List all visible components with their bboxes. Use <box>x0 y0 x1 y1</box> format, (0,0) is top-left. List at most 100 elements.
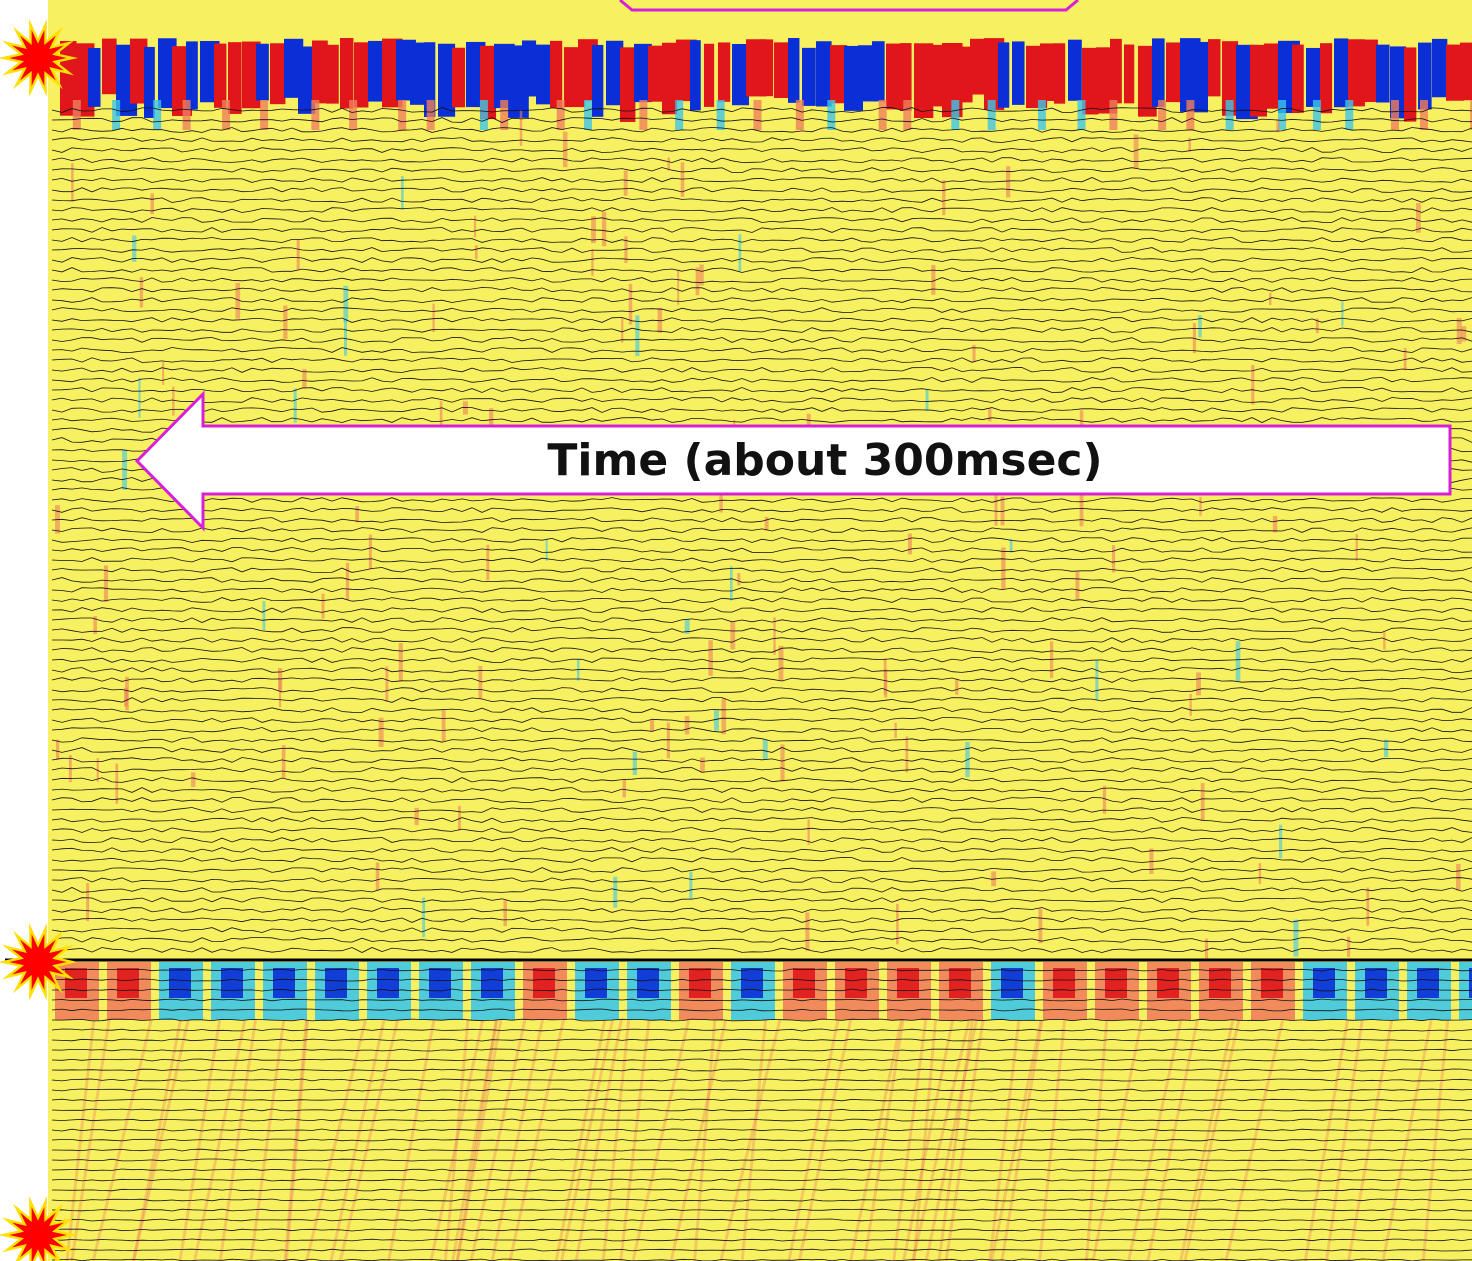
event-streak <box>680 162 685 197</box>
event-streak <box>942 180 946 216</box>
event-blob <box>65 968 87 998</box>
trace-line <box>51 657 1472 663</box>
event-streak <box>635 315 640 357</box>
event-streak <box>1079 489 1084 527</box>
trace-line <box>52 988 1472 992</box>
event-streak <box>1198 315 1202 338</box>
trace-line <box>51 1258 1472 1261</box>
trace-line <box>51 1178 1472 1182</box>
event-streak <box>1075 571 1080 600</box>
trace-line <box>51 747 1472 753</box>
trace-line <box>51 717 1472 723</box>
event-blob <box>312 40 328 104</box>
event-streak <box>124 687 128 707</box>
event-streak <box>624 236 628 264</box>
event-blob <box>1313 968 1335 998</box>
event-blob <box>585 968 607 998</box>
event-blob <box>533 968 555 998</box>
trace-line <box>51 927 1472 933</box>
event-blob <box>704 43 715 107</box>
event-blob <box>1320 43 1333 114</box>
trace-line <box>51 327 1472 333</box>
event-streak <box>235 282 241 319</box>
event-blob <box>426 100 435 130</box>
trace-line <box>51 1078 1472 1082</box>
event-blob <box>256 43 269 101</box>
event-streak <box>805 912 810 951</box>
event-blob <box>675 100 684 130</box>
event-blob <box>1012 41 1025 105</box>
event-blob <box>1432 38 1448 98</box>
event-streak <box>994 485 998 526</box>
event-blob <box>429 968 451 998</box>
trace-line <box>51 387 1472 393</box>
event-blob <box>550 40 563 108</box>
event-blob <box>500 100 509 130</box>
starburst-inner <box>9 933 67 991</box>
event-blob <box>1077 100 1086 130</box>
event-blob <box>481 968 503 998</box>
trace-line <box>51 157 1472 163</box>
event-streak <box>708 640 713 676</box>
event-blob <box>102 38 117 95</box>
trace-line <box>51 137 1472 143</box>
event-blob <box>182 100 191 130</box>
event-blob <box>1460 42 1472 101</box>
trace-line <box>51 1088 1472 1092</box>
event-streak <box>778 645 784 681</box>
event-streak <box>1341 301 1344 327</box>
event-streak <box>764 516 769 531</box>
trace-line <box>51 887 1472 893</box>
trace-line <box>51 1248 1472 1252</box>
event-blob <box>144 46 155 118</box>
event-streak <box>378 717 384 747</box>
left-arrow-icon <box>134 390 1452 532</box>
trace-line <box>51 777 1472 783</box>
event-streak <box>1006 166 1011 198</box>
event-streak <box>283 305 288 340</box>
event-streak <box>667 157 670 171</box>
event-blob <box>1278 100 1287 130</box>
trace-line <box>51 517 1472 523</box>
event-blob <box>583 100 592 130</box>
event-blob <box>689 968 711 998</box>
event-streak <box>1279 824 1283 859</box>
event-blob <box>1376 44 1390 103</box>
top-strong-event-band <box>60 38 1472 130</box>
event-streak <box>432 303 435 332</box>
event-blob <box>1250 44 1267 117</box>
event-streak <box>721 698 727 735</box>
event-blob <box>1037 100 1046 130</box>
trace-line <box>51 1028 1472 1032</box>
event-blob <box>1068 39 1082 101</box>
trace-line <box>51 1138 1472 1142</box>
event-streak <box>1095 660 1099 700</box>
trace-line <box>51 1038 1472 1042</box>
trace-line <box>51 707 1472 713</box>
trace-line <box>51 647 1472 653</box>
event-blob <box>340 38 354 109</box>
event-blob <box>690 40 701 111</box>
event-streak <box>773 617 776 655</box>
event-streak <box>622 778 627 798</box>
event-blob <box>592 44 604 117</box>
event-blob <box>169 968 191 998</box>
trace-line <box>51 527 1472 533</box>
event-streak <box>1149 848 1154 874</box>
trace-line <box>51 317 1472 323</box>
trace-line <box>51 1228 1472 1232</box>
event-streak <box>191 772 196 787</box>
event-blob <box>242 41 261 109</box>
trace-line <box>51 627 1472 633</box>
event-streak <box>478 665 483 699</box>
event-streak <box>545 538 548 561</box>
event-streak <box>414 807 419 826</box>
trace-line <box>51 577 1472 583</box>
event-blob <box>325 968 347 998</box>
event-streak <box>907 533 912 555</box>
event-blob <box>949 968 971 998</box>
trace-line <box>51 547 1472 553</box>
event-streak <box>103 565 109 603</box>
event-streak <box>613 876 618 908</box>
